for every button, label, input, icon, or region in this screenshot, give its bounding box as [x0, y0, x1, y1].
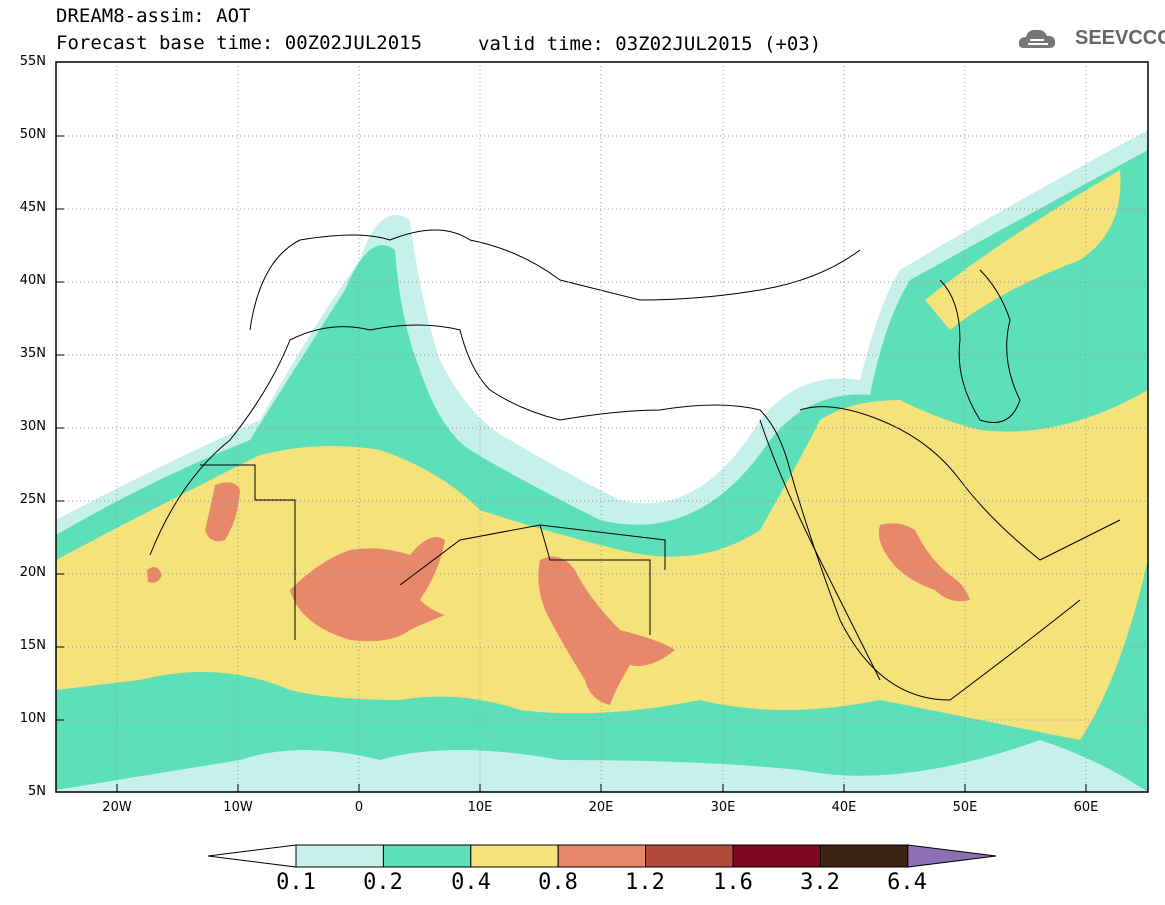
colorbar-label: 0.1 — [276, 870, 316, 895]
aot-band-0.8-d — [205, 482, 240, 542]
seevccc-logo-text: SEEVCCC — [1075, 27, 1165, 49]
lat-label: 55N — [19, 54, 46, 69]
lon-label: 0 — [354, 800, 364, 815]
lon-label: 10W — [223, 800, 253, 815]
colorbar-swatch — [470, 844, 559, 868]
lon-label: 60E — [1073, 800, 1099, 815]
lon-label: 20E — [588, 800, 614, 815]
lat-label: 45N — [19, 200, 46, 215]
lat-label: 35N — [19, 346, 46, 361]
colorbar-swatch — [732, 844, 821, 868]
aot-band-0.4-north — [925, 170, 1121, 330]
colorbar-arrow-high — [907, 844, 997, 868]
lat-label: 10N — [19, 711, 46, 726]
lon-label: 30E — [710, 800, 736, 815]
lat-label: 50N — [19, 127, 46, 142]
coastline-redsea — [759, 419, 881, 681]
aot-band-0.8-b — [538, 556, 675, 705]
coastline-africa — [149, 324, 1081, 701]
colorbar-label: 1.2 — [625, 870, 665, 895]
colorbar-label: 3.2 — [800, 870, 840, 895]
lat-label: 5N — [28, 784, 46, 799]
colorbar-label: 0.8 — [538, 870, 578, 895]
colorbar-swatch — [382, 844, 472, 868]
colorbar-label: 1.6 — [713, 870, 753, 895]
valid-time: valid time: 03Z02JUL2015 (+03) — [478, 33, 822, 55]
colorbar-label: 0.2 — [363, 870, 403, 895]
colorbar — [207, 844, 997, 868]
lat-label: 40N — [19, 273, 46, 288]
aot-band-0.8-a — [290, 537, 445, 642]
aot-band-0.4 — [56, 390, 1148, 740]
coastline-caspian — [939, 269, 1021, 423]
colorbar-swatch — [557, 844, 647, 868]
colorbar-label: 0.4 — [451, 870, 491, 895]
lat-label: 25N — [19, 492, 46, 507]
colorbar-swatch — [645, 844, 734, 868]
lon-label: 50E — [952, 800, 978, 815]
coastline-europe — [249, 229, 861, 331]
aot-band-0.8-e — [147, 566, 162, 583]
forecast-base-time: Forecast base time: 00Z02JUL2015 — [56, 32, 423, 54]
map-frame — [55, 61, 1149, 793]
lon-label: 40E — [831, 800, 857, 815]
border-sahara — [200, 464, 666, 640]
graticule — [56, 62, 1148, 792]
border-arabia — [799, 406, 1121, 561]
colorbar-swatch — [295, 844, 384, 868]
lon-label: 20W — [102, 800, 132, 815]
colorbar-swatch — [819, 844, 909, 868]
colorbar-label: 6.4 — [887, 870, 927, 895]
lat-label: 30N — [19, 419, 46, 434]
lat-label: 20N — [19, 565, 46, 580]
map-title: DREAM8-assim: AOT — [56, 5, 251, 27]
colorbar-arrow-low — [207, 844, 297, 868]
aot-band-0.8-c — [878, 523, 970, 602]
cloud-logo-icon — [1018, 29, 1056, 48]
lon-label: 10E — [467, 800, 493, 815]
lat-label: 15N — [19, 638, 46, 653]
